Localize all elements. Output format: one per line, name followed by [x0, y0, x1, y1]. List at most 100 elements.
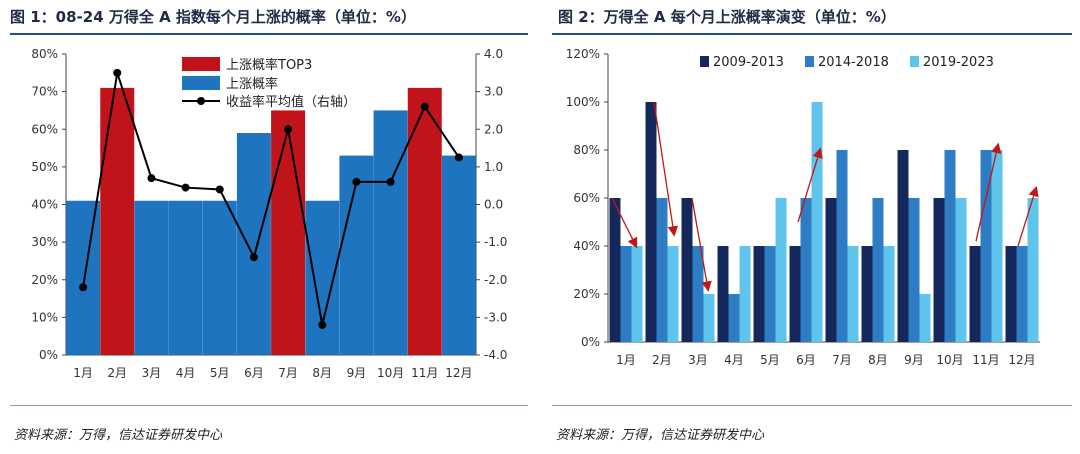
x-tick-label: 1月: [73, 366, 93, 380]
y2-tick-label: 1.0: [484, 160, 503, 174]
bar: [1027, 198, 1039, 342]
bar: [236, 133, 271, 355]
line-series: [82, 72, 460, 326]
bar: [681, 198, 693, 342]
y-tick-label: 40%: [573, 239, 600, 253]
bar: [753, 246, 765, 342]
legend-swatch: [805, 56, 814, 67]
bar: [1016, 246, 1028, 342]
bar: [980, 150, 992, 342]
bar: [441, 155, 476, 355]
bar: [775, 198, 787, 342]
y-tick-label: 0%: [581, 335, 600, 349]
x-tick-label: 7月: [278, 366, 298, 380]
y-tick-label: 60%: [31, 122, 58, 136]
x-tick-label: 2月: [652, 353, 672, 367]
bar: [202, 200, 237, 355]
bar: [800, 198, 812, 342]
line-point: [318, 320, 327, 329]
legend-swatch: [182, 76, 220, 90]
bar: [969, 246, 981, 342]
y2-tick-label: 2.0: [484, 122, 503, 136]
y-tick-label: 30%: [31, 235, 58, 249]
bar: [897, 150, 909, 342]
bar: [861, 246, 873, 342]
figure-1-panel: 图 1：08-24 万得全 A 指数每个月上涨的概率（单位：%） 0% 10% 20…: [10, 8, 528, 443]
line-point: [147, 174, 156, 183]
x-tick-label: 6月: [244, 366, 264, 380]
x-tick-label: 6月: [796, 353, 816, 367]
trend-arrow: [691, 197, 712, 292]
figure-2-source-rule: [552, 405, 1072, 406]
x-tick-label: 9月: [347, 366, 367, 380]
legend-label: 收益率平均值（右轴）: [226, 94, 356, 110]
bar: [991, 150, 1003, 342]
figure-1-title-rule: [10, 33, 528, 35]
y-tick-label: 50%: [31, 160, 58, 174]
bar: [933, 198, 945, 342]
y-tick-label: 80%: [31, 47, 58, 61]
trend-arrow: [797, 147, 823, 223]
bar: [373, 110, 408, 355]
y-tick-label: 120%: [566, 47, 600, 61]
x-tick-label: 3月: [688, 353, 708, 367]
y2-tick-label: 0.0: [484, 198, 503, 212]
line-point: [113, 68, 122, 77]
bar: [692, 246, 704, 342]
line-point: [181, 183, 190, 192]
bar: [764, 246, 776, 342]
figure-2-title-rule: [552, 33, 1072, 35]
y2-tick-label: 4.0: [484, 47, 503, 61]
trend-arrow: [653, 101, 678, 237]
bar: [908, 198, 920, 342]
bar: [847, 246, 859, 342]
legend-label: 上涨概率: [226, 76, 278, 92]
figure-2-title: 图 2：万得全 A 每个月上涨概率演变（单位：%）: [558, 8, 896, 26]
legend-label: 2009-2013: [713, 55, 784, 70]
x-tick-label: 7月: [832, 353, 852, 367]
bar: [609, 198, 621, 342]
x-tick-label: 5月: [760, 353, 780, 367]
y-tick-label: 60%: [573, 191, 600, 205]
trend-arrow: [975, 142, 1002, 242]
bar: [883, 246, 895, 342]
x-tick-label: 1月: [616, 353, 636, 367]
bar: [631, 246, 643, 342]
x-tick-label: 10月: [377, 366, 404, 380]
bar: [339, 155, 374, 355]
bar: [825, 198, 837, 342]
bar: [703, 294, 715, 342]
legend-marker: [197, 97, 205, 105]
y-tick-label: 10%: [31, 310, 58, 324]
figure-2-source: 资料来源：万得，信达证券研发中心: [556, 428, 765, 443]
bar: [955, 198, 967, 342]
y2-tick-label: 3.0: [484, 85, 503, 99]
x-tick-label: 3月: [142, 366, 162, 380]
x-tick-label: 10月: [936, 353, 963, 367]
bar: [728, 294, 740, 342]
x-tick-label: 4月: [724, 353, 744, 367]
legend-swatch: [700, 56, 709, 67]
bar: [100, 87, 135, 356]
trend-arrow: [611, 197, 638, 249]
x-tick-label: 4月: [176, 366, 196, 380]
y2-tick-label: -2.0: [484, 273, 507, 287]
y-tick-label: 20%: [31, 273, 58, 287]
bar: [645, 102, 657, 342]
legend-swatch: [910, 56, 919, 67]
line-point: [249, 253, 258, 262]
bar: [944, 150, 956, 342]
bar: [872, 198, 884, 342]
x-tick-label: 8月: [868, 353, 888, 367]
bar: [168, 200, 203, 355]
bar: [656, 198, 668, 342]
figure-1-chart: 0% 10% 20% 30% 40% 50% 60% 70% 80% -4.0 -3.0 -2.0 -1…: [31, 47, 507, 380]
line-point: [454, 153, 463, 162]
x-tick-label: 11月: [411, 366, 438, 380]
bar: [717, 246, 729, 342]
x-tick-label: 8月: [312, 366, 332, 380]
figure-1-source: 资料来源：万得，信达证券研发中心: [14, 428, 223, 443]
figure-2-panel: 图 2：万得全 A 每个月上涨概率演变（单位：%） 0% 20% 40% 60% 80%…: [540, 0, 1080, 454]
figure-1-title: 图 1：08-24 万得全 A 指数每个月上涨的概率（单位：%）: [10, 8, 416, 26]
bar: [271, 110, 306, 355]
